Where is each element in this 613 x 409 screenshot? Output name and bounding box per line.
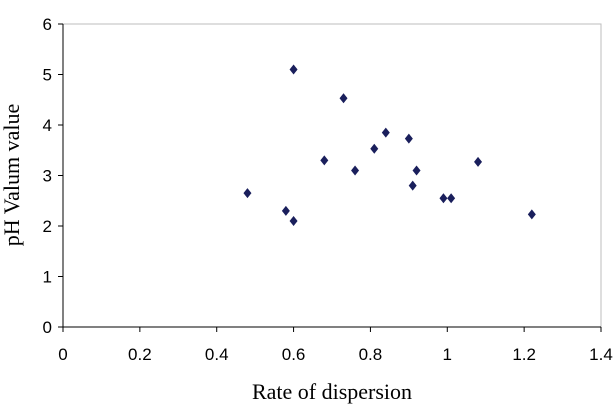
data-point xyxy=(289,215,298,226)
plot-area xyxy=(62,23,602,328)
data-point xyxy=(381,127,390,138)
x-tick-label: 0.2 xyxy=(128,345,152,364)
x-tick-label: 1.4 xyxy=(589,345,613,364)
y-axis-ticks: 0 1 2 3 4 5 6 xyxy=(43,15,63,337)
y-tick-label: 3 xyxy=(43,167,52,186)
data-point xyxy=(447,193,456,204)
data-point xyxy=(439,193,448,204)
data-points xyxy=(243,64,536,226)
y-tick-label: 1 xyxy=(43,268,52,287)
x-tick-label: 1.2 xyxy=(512,345,536,364)
data-point xyxy=(351,165,360,176)
x-tick-label: 0.4 xyxy=(205,345,229,364)
data-point xyxy=(404,133,413,144)
data-point xyxy=(408,180,417,191)
y-tick-label: 4 xyxy=(43,116,52,135)
y-tick-label: 6 xyxy=(43,15,52,34)
x-tick-label: 1 xyxy=(443,345,452,364)
data-point xyxy=(339,93,348,104)
data-point xyxy=(243,188,252,199)
x-tick-label: 0 xyxy=(58,345,67,364)
x-axis-title: Rate of dispersion xyxy=(252,379,412,404)
data-point xyxy=(320,155,329,166)
x-axis-ticks: 0 0.2 0.4 0.6 0.8 1 1.2 1.4 xyxy=(58,327,613,364)
y-tick-label: 2 xyxy=(43,217,52,236)
data-point xyxy=(527,209,536,220)
x-tick-label: 0.8 xyxy=(359,345,383,364)
y-axis-title: pH Valum value xyxy=(0,104,24,247)
data-point xyxy=(281,205,290,216)
data-point xyxy=(412,165,421,176)
y-tick-label: 5 xyxy=(43,66,52,85)
data-point xyxy=(289,64,298,75)
y-tick-label: 0 xyxy=(43,318,52,337)
data-point xyxy=(370,143,379,154)
data-point xyxy=(474,156,483,167)
x-tick-label: 0.6 xyxy=(282,345,306,364)
